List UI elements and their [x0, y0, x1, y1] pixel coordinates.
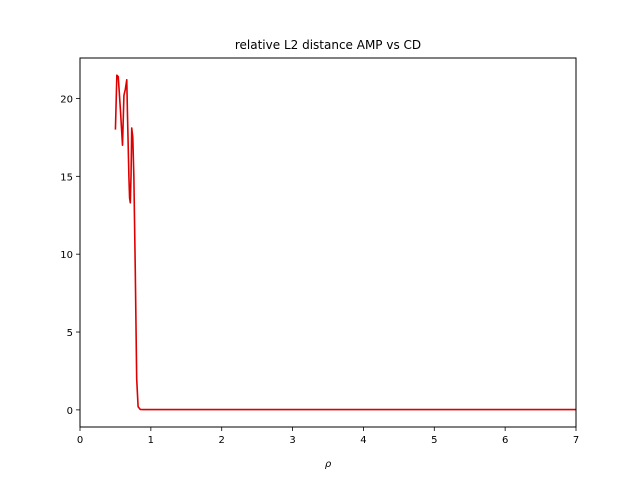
chart-title: relative L2 distance AMP vs CD: [235, 38, 421, 52]
x-tick-label: 0: [77, 435, 83, 446]
plot-frame: [79, 57, 577, 428]
x-tick-label: 6: [502, 435, 508, 446]
x-tick-label: 3: [289, 435, 295, 446]
x-tick-label: 5: [431, 435, 437, 446]
x-tick-label: 7: [573, 435, 579, 446]
y-tick-label: 20: [60, 94, 73, 105]
y-tick-label: 0: [67, 406, 73, 417]
x-tick-label: 4: [360, 435, 366, 446]
x-tick-label: 1: [148, 435, 154, 446]
x-tick-label: 2: [219, 435, 225, 446]
x-axis-label: ρ: [325, 459, 332, 470]
series-line: [114, 74, 576, 411]
y-tick-label: 10: [60, 250, 73, 261]
y-tick-label: 15: [60, 172, 73, 183]
y-tick-label: 5: [67, 328, 73, 339]
